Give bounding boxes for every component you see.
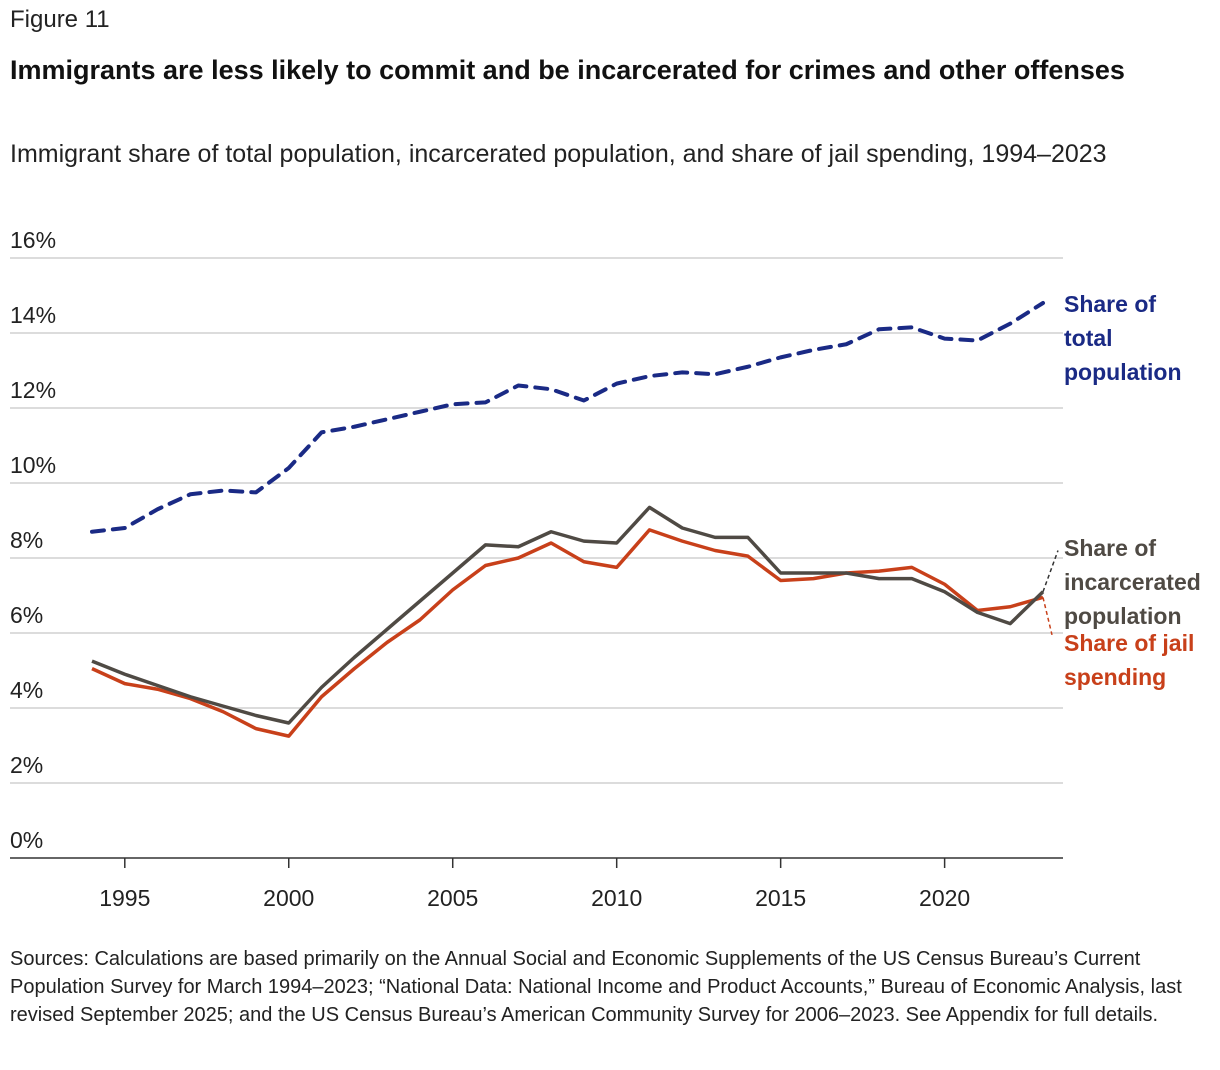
x-tick-label: 2005 [427, 885, 478, 911]
series-label-0: population [1064, 359, 1182, 385]
y-tick-label: 0% [10, 827, 43, 853]
series-label-0: total [1064, 325, 1113, 351]
series-label-1: incarcerated [1064, 569, 1201, 595]
y-tick-label: 6% [10, 602, 43, 628]
y-tick-label: 12% [10, 377, 56, 403]
y-tick-label: 10% [10, 452, 56, 478]
figure-label: Figure 11 [10, 6, 110, 33]
series-label-1: population [1064, 603, 1182, 629]
y-tick-label: 14% [10, 302, 56, 328]
sources-note: Sources: Calculations are based primaril… [10, 948, 1182, 1026]
x-tick-label: 2000 [263, 885, 314, 911]
leader-line-incarcerated [1042, 550, 1059, 593]
x-tick-label: 2010 [591, 885, 642, 911]
series-label-0: Share of [1064, 291, 1156, 317]
y-tick-label: 16% [10, 227, 56, 253]
series-label-2: spending [1064, 664, 1166, 690]
series-line-0 [90, 301, 1045, 534]
series-label-2: Share of jail [1064, 630, 1194, 656]
x-tick-label: 2015 [755, 885, 806, 911]
chart-subtitle: Immigrant share of total population, inc… [10, 140, 1107, 168]
series-label-1: Share of [1064, 535, 1156, 561]
x-tick-label: 1995 [99, 885, 150, 911]
series-line-1 [91, 505, 1045, 725]
leader-line-jail [1042, 597, 1053, 636]
y-tick-label: 4% [10, 677, 43, 703]
line-chart: 0% 2% 4% 6% 8% 10% 12% 14% 16% 1995 2000 2005 2010 20… [10, 227, 1201, 911]
x-tick-label: 2020 [919, 885, 970, 911]
series-line-2 [91, 528, 1044, 738]
y-tick-label: 8% [10, 527, 43, 553]
chart-title: Immigrants are less likely to commit and… [10, 55, 1125, 85]
y-tick-label: 2% [10, 752, 43, 778]
